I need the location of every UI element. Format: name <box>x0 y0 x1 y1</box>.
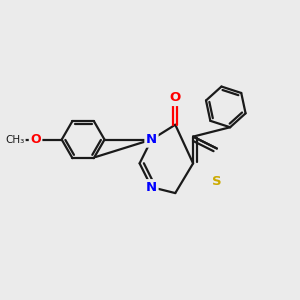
Text: N: N <box>146 133 157 146</box>
Text: O: O <box>169 92 181 104</box>
Text: O: O <box>30 133 41 146</box>
Text: CH₃: CH₃ <box>5 135 24 145</box>
Text: S: S <box>212 175 222 188</box>
Text: N: N <box>146 181 157 194</box>
